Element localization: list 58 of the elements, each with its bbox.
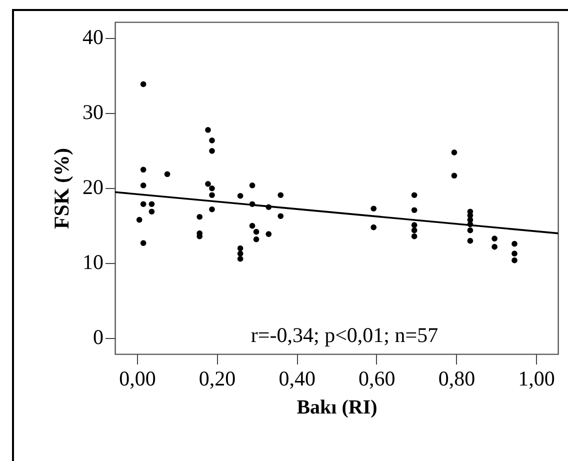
point [512, 257, 518, 264]
point [467, 227, 474, 234]
x-tick-label: 0,00 [119, 366, 156, 390]
point [196, 214, 203, 220]
point [512, 240, 518, 247]
point [451, 149, 458, 156]
point [205, 180, 211, 187]
point [237, 192, 244, 199]
point [253, 236, 260, 242]
annotation: r=-0,34; p<0,01; n=57 [250, 323, 438, 347]
point [512, 250, 518, 256]
point [278, 213, 284, 220]
point [140, 182, 146, 188]
point [140, 240, 146, 246]
point [148, 201, 155, 208]
point [249, 222, 256, 229]
y-axis-title: FSK (%) [50, 148, 74, 230]
point [278, 192, 284, 198]
point [140, 201, 146, 208]
point [237, 245, 244, 252]
y-tick-label: 10 [82, 250, 104, 274]
point [411, 222, 418, 228]
point [411, 227, 418, 234]
point [411, 233, 418, 240]
point [140, 81, 146, 88]
point [209, 206, 215, 212]
point [209, 148, 215, 154]
point [370, 206, 377, 212]
point [209, 185, 215, 192]
point [411, 192, 418, 198]
point [136, 216, 142, 223]
point [370, 224, 377, 230]
point [492, 236, 498, 242]
point [209, 138, 215, 144]
x-tick-label: 0,60 [358, 366, 396, 390]
point [492, 244, 498, 250]
x-tick-label: 0,40 [278, 366, 316, 390]
point [266, 231, 272, 237]
x-axis-title: Bakı (RI) [296, 396, 378, 418]
y-tick-label: 40 [82, 25, 104, 50]
y-tick-label: 0 [93, 325, 104, 350]
point [148, 208, 155, 215]
point [411, 207, 418, 214]
x-tick-label: 1,00 [518, 366, 555, 390]
point [467, 238, 474, 244]
point [140, 166, 146, 173]
point [205, 127, 211, 133]
point [451, 172, 458, 179]
y-tick-label: 20 [82, 175, 104, 200]
point [249, 182, 256, 188]
y-tick-label: 30 [82, 100, 104, 124]
x-tick-label: 0,80 [438, 366, 476, 390]
x-tick-label: 0,20 [198, 366, 236, 390]
point [209, 192, 215, 198]
point [237, 250, 244, 256]
point [237, 256, 244, 262]
point [164, 171, 170, 178]
point [253, 228, 260, 235]
